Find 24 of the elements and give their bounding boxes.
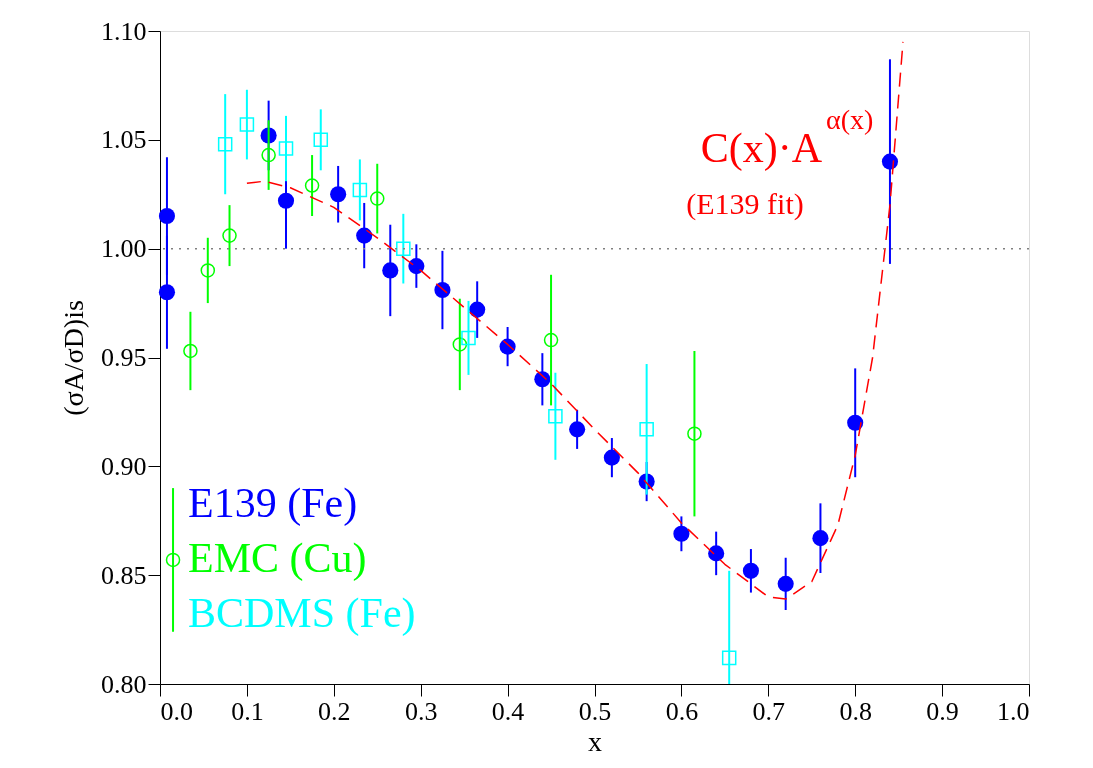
text: BCDMS (Fe) xyxy=(188,590,416,637)
x-tick-label: 0.1 xyxy=(231,696,264,726)
x-tick-label: 1.0 xyxy=(997,696,1030,726)
annotation: (E139 fit) xyxy=(686,187,804,221)
y-tick-label: 0.95 xyxy=(101,343,147,372)
y-axis-title: (σA/σD)is xyxy=(58,300,89,416)
y-tick-label: 1.05 xyxy=(101,125,147,155)
x-tick-label: 0.0 xyxy=(160,696,193,726)
x-axis-title: x xyxy=(588,725,602,757)
series-label: EMC (Cu) xyxy=(188,535,367,582)
y-tick-label: 0.90 xyxy=(101,451,147,481)
x-tick-label: 0.3 xyxy=(404,696,438,726)
x-tick-label: 0.9 xyxy=(926,696,959,726)
x-tick-label: 0.7 xyxy=(752,696,786,726)
x-tick-label: 0.2 xyxy=(318,696,351,726)
y-tick-label: 1.10 xyxy=(101,16,147,46)
x-tick-label: 0.8 xyxy=(839,696,872,726)
text: E139 (Fe) xyxy=(188,480,358,527)
y-tick-label: 0.85 xyxy=(101,560,147,590)
y-tick-label: 0.80 xyxy=(101,669,147,699)
x-tick-label: 0.4 xyxy=(491,696,525,726)
y-tick-label: 1.00 xyxy=(101,234,147,264)
x-tick-label: 0.6 xyxy=(665,696,699,726)
x-tick-label: 0.5 xyxy=(578,696,612,726)
